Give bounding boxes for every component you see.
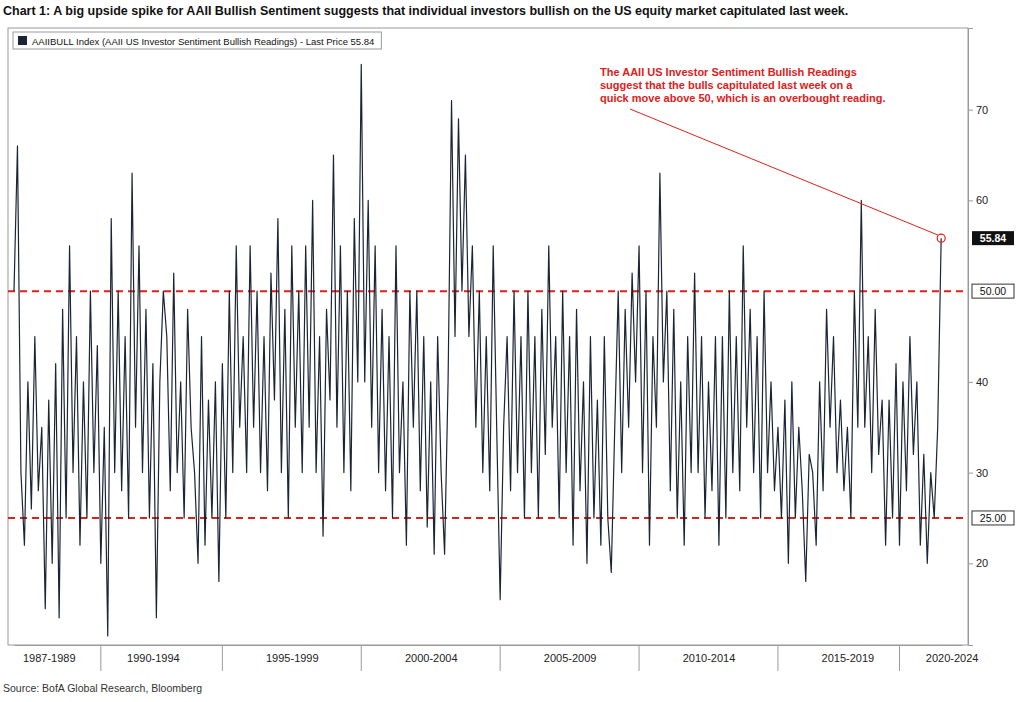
chart: Chart 1: A big upside spike for AAII Bul… bbox=[0, 0, 1024, 702]
y-tick-label: 40 bbox=[976, 376, 988, 388]
period-separator bbox=[639, 645, 640, 671]
title: Chart 1: A big upside spike for AAII Bul… bbox=[3, 4, 848, 18]
period-separator bbox=[500, 645, 501, 671]
source: Source: BofA Global Research, Bloomberg bbox=[3, 682, 202, 694]
reference-line bbox=[8, 517, 968, 519]
last-price-label: 55.84 bbox=[980, 232, 1006, 244]
legend: AAIIBULL Index (AAII US Investor Sentime… bbox=[13, 32, 381, 49]
reference-label-box bbox=[972, 511, 1014, 525]
period-separator bbox=[222, 645, 223, 671]
y-tick: 60 bbox=[968, 194, 988, 206]
annotation-text: suggest that the bulls capitulated last … bbox=[600, 79, 853, 91]
legend-swatch bbox=[18, 36, 27, 45]
y-tick: 30 bbox=[968, 467, 988, 479]
x-tick-label: 1987-1989 bbox=[23, 652, 76, 664]
y-tick: 40 bbox=[968, 376, 988, 388]
x-tick: 1987-1989 bbox=[23, 645, 76, 664]
x-tick-label: 1990-1994 bbox=[127, 652, 180, 664]
x-tick-label: 2020-2024 bbox=[926, 652, 979, 664]
reference-label: 25.00 bbox=[980, 512, 1006, 524]
x-tick-label: 2015-2019 bbox=[822, 652, 875, 664]
series-line bbox=[14, 64, 941, 636]
last-price-box bbox=[972, 231, 1014, 245]
annotation-pointer bbox=[630, 109, 938, 235]
period-separator bbox=[899, 645, 900, 671]
reference-line bbox=[8, 290, 968, 292]
y-tick-mark bbox=[968, 382, 973, 383]
legend-label: AAIIBULL Index (AAII US Investor Sentime… bbox=[32, 36, 374, 47]
x-tick: 2020-2024 bbox=[926, 645, 979, 664]
period-separator bbox=[100, 645, 101, 671]
y-tick-mark bbox=[968, 200, 973, 201]
x-tick: 2015-2019 bbox=[822, 645, 875, 664]
x-tick: 2010-2014 bbox=[683, 645, 736, 664]
y-tick-label: 20 bbox=[976, 557, 988, 569]
y-axis: 20 30 40 60 70 bbox=[968, 29, 988, 646]
x-tick: 2005-2009 bbox=[544, 645, 597, 664]
x-tick-label: 2000-2004 bbox=[405, 652, 458, 664]
y-axis-line bbox=[969, 29, 974, 646]
plot-frame bbox=[8, 28, 968, 645]
annotation-text: quick move above 50, which is an overbou… bbox=[600, 92, 885, 104]
reference-label: 50.00 bbox=[980, 285, 1006, 297]
y-tick-mark bbox=[968, 563, 973, 564]
period-separator bbox=[777, 645, 778, 671]
x-tick-label: 2005-2009 bbox=[544, 652, 597, 664]
x-tick: 1995-1999 bbox=[266, 645, 319, 664]
y-tick: 70 bbox=[968, 104, 988, 116]
annotation-text: The AAII US Investor Sentiment Bullish R… bbox=[600, 66, 857, 78]
y-tick-label: 30 bbox=[976, 467, 988, 479]
x-tick: 2000-2004 bbox=[405, 645, 458, 664]
y-tick-label: 60 bbox=[976, 194, 988, 206]
x-tick-label: 2010-2014 bbox=[683, 652, 736, 664]
x-tick: 1990-1994 bbox=[127, 645, 180, 664]
reference-label-box bbox=[972, 284, 1014, 298]
x-tick-label: 1995-1999 bbox=[266, 652, 319, 664]
x-axis-line bbox=[15, 645, 963, 646]
period-separator bbox=[361, 645, 362, 671]
y-tick: 20 bbox=[968, 557, 988, 569]
y-tick-mark bbox=[968, 110, 973, 111]
plot-area bbox=[14, 64, 941, 636]
legend-box bbox=[13, 32, 381, 49]
y-tick-label: 70 bbox=[976, 104, 988, 116]
annotation-marker bbox=[937, 234, 945, 242]
y-tick-mark bbox=[968, 473, 973, 474]
x-axis: 1987-1989 1990-1994 1995-1999 2000-2004 2005… bbox=[15, 645, 979, 664]
